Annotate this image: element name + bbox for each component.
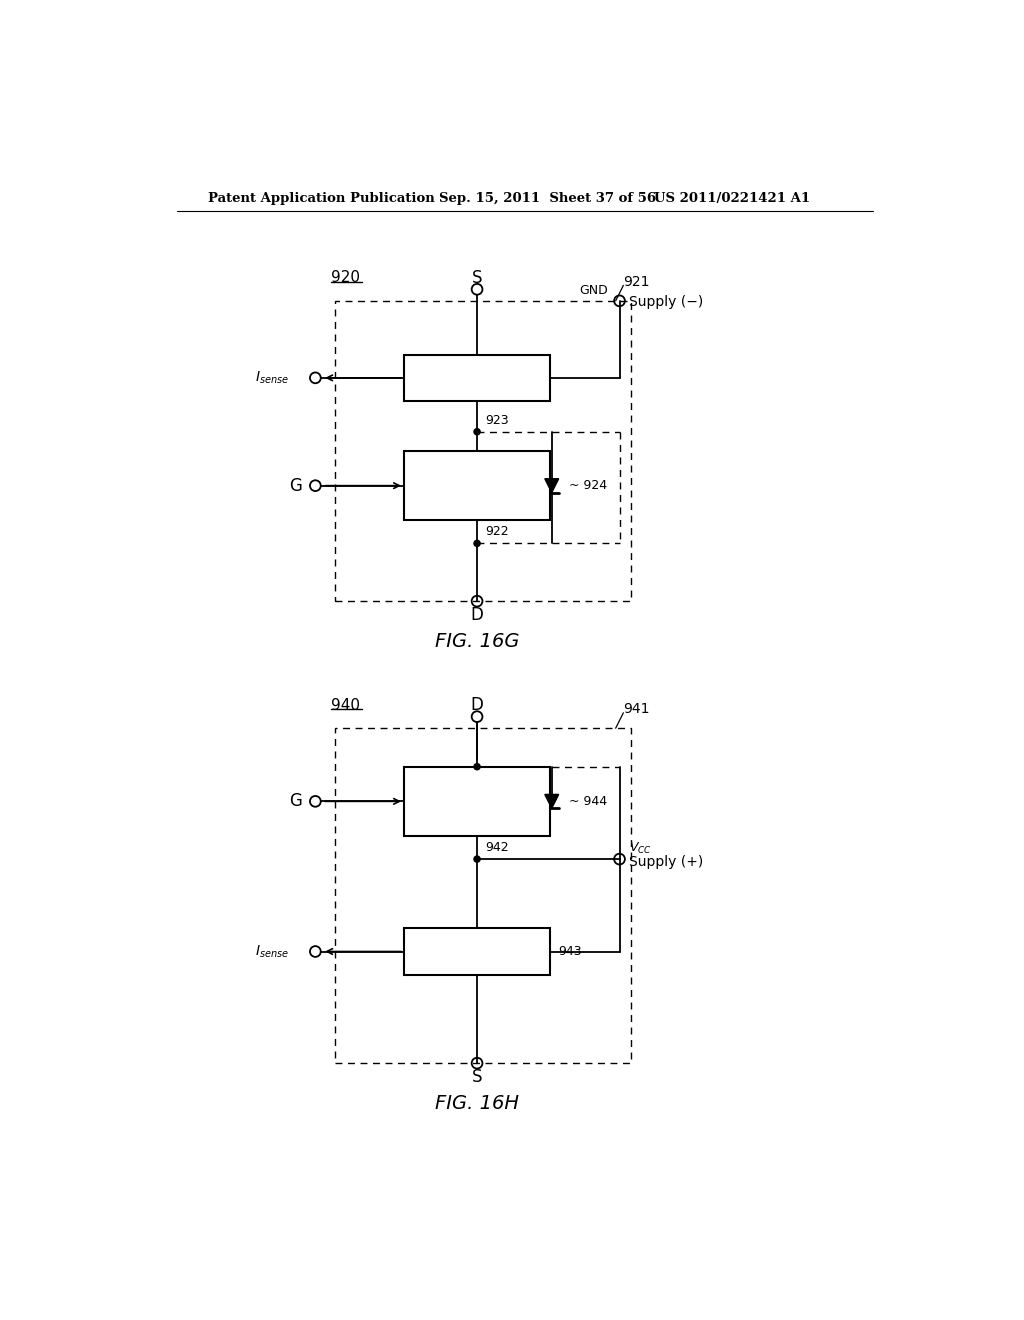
Text: Supply (+): Supply (+) xyxy=(629,855,703,869)
Text: 922: 922 xyxy=(484,525,508,539)
Text: S: S xyxy=(472,1068,482,1086)
Text: G: G xyxy=(289,792,301,810)
Circle shape xyxy=(474,857,480,862)
Text: D: D xyxy=(471,696,483,714)
Text: S: S xyxy=(472,269,482,286)
Bar xyxy=(403,355,550,401)
Text: Patent Application Publication: Patent Application Publication xyxy=(208,191,434,205)
Text: ~ 944: ~ 944 xyxy=(568,795,607,808)
Text: $I_{sense}$: $I_{sense}$ xyxy=(255,944,289,960)
Text: GND: GND xyxy=(580,284,608,297)
Text: FIG. 16G: FIG. 16G xyxy=(435,632,519,652)
Text: S: S xyxy=(481,371,490,385)
Circle shape xyxy=(474,763,480,770)
Text: NC: NC xyxy=(452,944,473,960)
Bar xyxy=(335,301,631,601)
Polygon shape xyxy=(545,795,559,808)
Text: Sep. 15, 2011  Sheet 37 of 56: Sep. 15, 2011 Sheet 37 of 56 xyxy=(438,191,655,205)
Text: POWER DEVICE: POWER DEVICE xyxy=(424,486,530,500)
Text: G: G xyxy=(289,477,301,495)
Text: US 2011/0221421 A1: US 2011/0221421 A1 xyxy=(654,191,810,205)
Text: 942: 942 xyxy=(484,841,508,854)
Text: $V_{CC}$: $V_{CC}$ xyxy=(629,841,651,855)
Circle shape xyxy=(474,540,480,546)
Bar xyxy=(335,729,631,1063)
Text: Supply (−): Supply (−) xyxy=(629,296,703,309)
Text: 923: 923 xyxy=(484,413,508,426)
Text: POWER DEVICE: POWER DEVICE xyxy=(424,803,530,816)
Polygon shape xyxy=(545,479,559,492)
Bar xyxy=(403,767,550,836)
Bar xyxy=(403,928,550,974)
Text: 943: 943 xyxy=(558,945,582,958)
Text: 921: 921 xyxy=(624,275,650,289)
Text: ~ 924: ~ 924 xyxy=(568,479,607,492)
Bar xyxy=(403,451,550,520)
Text: 941: 941 xyxy=(624,702,650,715)
Text: $I_{sense}$: $I_{sense}$ xyxy=(255,370,289,385)
Text: PC: PC xyxy=(454,371,473,385)
Text: FIG. 16H: FIG. 16H xyxy=(435,1094,519,1114)
Text: HIGH: HIGH xyxy=(458,469,497,484)
Circle shape xyxy=(474,429,480,434)
Text: 2: 2 xyxy=(475,368,482,379)
Text: 920: 920 xyxy=(331,271,359,285)
Text: S: S xyxy=(481,944,490,960)
Text: D: D xyxy=(471,606,483,624)
Text: 940: 940 xyxy=(331,697,359,713)
Text: HIGH: HIGH xyxy=(458,784,497,800)
Text: 2: 2 xyxy=(475,942,482,952)
